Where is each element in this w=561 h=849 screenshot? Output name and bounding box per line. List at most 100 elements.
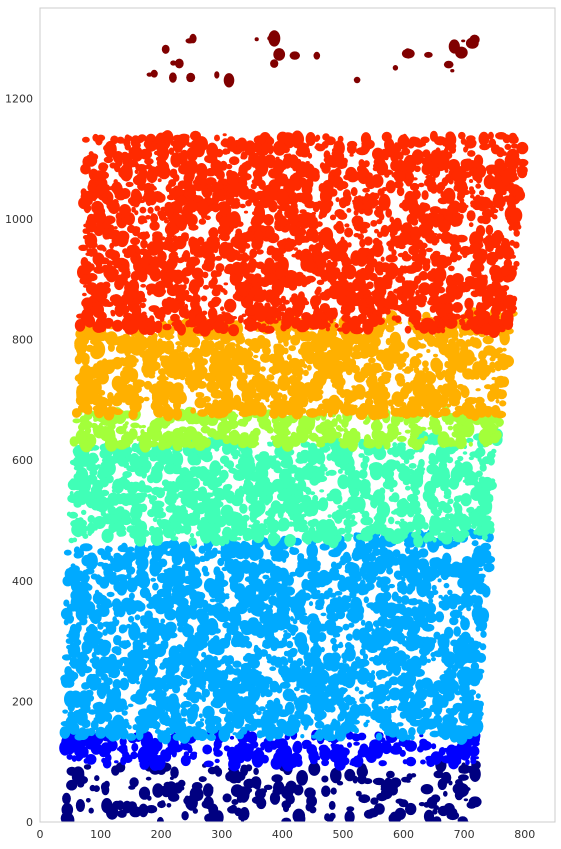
data-point bbox=[363, 778, 373, 785]
data-point bbox=[105, 804, 119, 820]
data-point bbox=[334, 590, 343, 596]
data-point bbox=[103, 780, 110, 789]
data-point bbox=[168, 645, 180, 661]
data-point bbox=[66, 753, 73, 760]
data-point bbox=[357, 671, 369, 685]
data-point bbox=[279, 681, 291, 689]
data-point bbox=[270, 656, 277, 666]
data-point bbox=[443, 790, 448, 797]
data-point bbox=[326, 620, 336, 626]
data-point bbox=[349, 606, 357, 616]
data-point bbox=[170, 536, 179, 541]
data-point bbox=[151, 504, 160, 514]
data-point bbox=[75, 799, 85, 812]
data-point bbox=[126, 566, 136, 575]
data-point bbox=[282, 672, 294, 683]
data-point bbox=[232, 669, 243, 676]
data-point bbox=[356, 765, 368, 779]
data-point bbox=[129, 453, 140, 468]
data-point bbox=[177, 491, 189, 499]
data-point bbox=[383, 559, 393, 569]
data-point bbox=[478, 573, 486, 579]
data-point bbox=[213, 628, 221, 634]
data-point bbox=[225, 771, 234, 782]
data-point bbox=[130, 622, 139, 632]
data-point bbox=[181, 475, 187, 480]
data-point bbox=[164, 608, 177, 621]
data-point bbox=[138, 697, 145, 703]
data-point bbox=[362, 573, 367, 580]
data-point bbox=[342, 657, 347, 664]
data-point bbox=[409, 644, 419, 651]
data-point bbox=[363, 448, 374, 456]
data-point bbox=[426, 602, 437, 615]
data-point bbox=[262, 643, 267, 648]
data-point bbox=[330, 720, 340, 731]
data-point bbox=[254, 441, 260, 446]
data-point bbox=[379, 487, 386, 496]
data-point bbox=[96, 472, 107, 479]
data-point bbox=[69, 511, 78, 518]
data-point bbox=[258, 706, 266, 712]
data-point bbox=[457, 605, 464, 612]
data-point bbox=[272, 534, 281, 543]
data-point bbox=[373, 447, 387, 461]
data-point bbox=[258, 583, 269, 593]
data-point bbox=[323, 699, 334, 713]
data-point bbox=[289, 535, 297, 544]
data-point bbox=[480, 616, 489, 623]
data-point bbox=[475, 671, 483, 681]
data-point bbox=[453, 626, 462, 637]
data-point bbox=[265, 494, 273, 502]
data-point bbox=[117, 441, 123, 448]
data-point bbox=[317, 632, 327, 642]
data-point bbox=[306, 364, 312, 371]
data-point bbox=[272, 418, 277, 424]
data-point bbox=[139, 549, 145, 556]
data-point bbox=[159, 661, 170, 669]
data-point bbox=[465, 437, 474, 444]
data-point bbox=[459, 666, 472, 677]
data-point bbox=[219, 469, 229, 481]
data-point bbox=[160, 749, 168, 760]
data-point bbox=[406, 587, 413, 595]
data-point bbox=[315, 436, 326, 444]
data-point bbox=[133, 333, 140, 337]
data-point bbox=[369, 462, 383, 472]
data-point bbox=[86, 565, 91, 569]
data-point bbox=[417, 463, 424, 471]
data-point bbox=[352, 661, 357, 667]
data-point bbox=[238, 418, 244, 424]
data-point bbox=[240, 817, 245, 822]
data-point bbox=[405, 485, 411, 491]
data-point bbox=[123, 718, 129, 724]
data-point bbox=[242, 565, 251, 574]
data-point bbox=[396, 734, 402, 740]
data-point bbox=[141, 485, 153, 493]
data-point bbox=[162, 486, 168, 492]
data-point bbox=[193, 596, 205, 604]
data-point bbox=[82, 496, 92, 503]
data-point bbox=[244, 338, 253, 346]
data-point bbox=[311, 685, 319, 693]
data-point bbox=[101, 458, 110, 463]
data-point bbox=[328, 800, 336, 810]
data-point bbox=[415, 612, 422, 620]
data-point bbox=[309, 491, 316, 496]
data-point bbox=[353, 741, 360, 746]
data-point bbox=[412, 489, 421, 496]
data-point bbox=[480, 549, 492, 564]
data-point bbox=[204, 813, 216, 822]
data-point bbox=[209, 500, 221, 511]
data-point bbox=[283, 805, 289, 813]
data-point bbox=[86, 676, 92, 682]
data-point bbox=[154, 729, 162, 734]
data-point bbox=[229, 735, 235, 740]
data-point bbox=[364, 525, 373, 533]
data-point bbox=[162, 455, 176, 465]
data-point bbox=[385, 781, 391, 785]
data-point bbox=[135, 731, 144, 741]
data-point bbox=[466, 801, 477, 809]
data-point bbox=[198, 545, 206, 554]
data-point bbox=[172, 684, 181, 694]
